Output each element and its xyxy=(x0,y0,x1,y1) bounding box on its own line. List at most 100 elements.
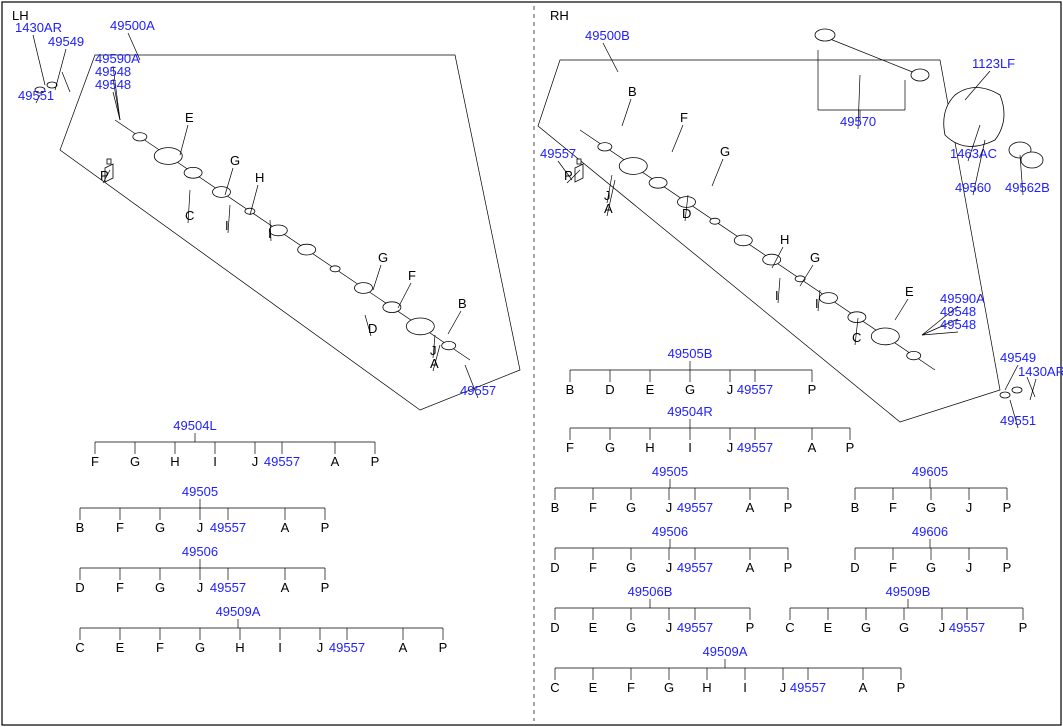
letter-label: G xyxy=(155,520,165,535)
part-link[interactable]: 49505 xyxy=(182,484,218,499)
part-link[interactable]: 49557 xyxy=(210,580,246,595)
part-link[interactable]: 49570 xyxy=(840,114,876,129)
part-link[interactable]: 49505B xyxy=(668,346,713,361)
part-link[interactable]: 49500B xyxy=(585,28,630,43)
letter-label: F xyxy=(589,560,597,575)
letter-label: J xyxy=(780,680,787,695)
letter-label: E xyxy=(589,620,598,635)
part-link[interactable]: 49606 xyxy=(912,524,948,539)
letter-label: B xyxy=(551,500,560,515)
part-link[interactable]: 1430AR xyxy=(15,20,62,35)
part-link[interactable]: 1463AC xyxy=(950,146,997,161)
letter-label: G xyxy=(155,580,165,595)
part-link[interactable]: 49551 xyxy=(1000,413,1036,428)
letter-label: P xyxy=(1003,500,1012,515)
letter-label: G xyxy=(720,144,730,159)
part-link[interactable]: 49557 xyxy=(677,560,713,575)
letter-label: G xyxy=(810,250,820,265)
part-link[interactable]: 49500A xyxy=(110,18,155,33)
part-link[interactable]: 49557 xyxy=(329,640,365,655)
part-link[interactable]: 1430AR xyxy=(1018,364,1063,379)
part-link[interactable]: 49504R xyxy=(667,404,713,419)
part-link[interactable]: 49560 xyxy=(955,180,991,195)
letter-label: G xyxy=(861,620,871,635)
letter-label: E xyxy=(185,110,194,125)
part-link[interactable]: 49549 xyxy=(1000,350,1036,365)
letter-label: F xyxy=(91,454,99,469)
letter-label: J xyxy=(666,560,673,575)
letter-label: D xyxy=(550,620,559,635)
letter-label: I xyxy=(225,218,229,233)
letter-label: H xyxy=(255,170,264,185)
part-link[interactable]: 49557 xyxy=(790,680,826,695)
part-link[interactable]: 49557 xyxy=(677,500,713,515)
part-link[interactable]: 49562B xyxy=(1005,180,1050,195)
part-link[interactable]: 49509B xyxy=(886,584,931,599)
letter-label: I xyxy=(268,226,272,241)
letter-label: J xyxy=(939,620,946,635)
letter-label: P xyxy=(564,168,573,183)
letter-label: H xyxy=(702,680,711,695)
letter-label: F xyxy=(116,580,124,595)
part-link[interactable]: 49548 xyxy=(940,317,976,332)
letter-label: G xyxy=(664,680,674,695)
letter-label: G xyxy=(626,500,636,515)
part-link[interactable]: 49605 xyxy=(912,464,948,479)
letter-label: G xyxy=(899,620,909,635)
letter-label: G xyxy=(926,500,936,515)
part-link[interactable]: 49557 xyxy=(264,454,300,469)
part-link[interactable]: 49509A xyxy=(703,644,748,659)
part-link[interactable]: 49557 xyxy=(949,620,985,635)
part-link[interactable]: 49557 xyxy=(737,440,773,455)
parts-diagram: LHRH1430AR495494955149500A49590A49548495… xyxy=(0,0,1063,727)
letter-label: D xyxy=(550,560,559,575)
letter-label: D xyxy=(605,382,614,397)
part-link[interactable]: 49557 xyxy=(677,620,713,635)
letter-label: H xyxy=(170,454,179,469)
letter-label: J xyxy=(666,500,673,515)
part-link[interactable]: 49506B xyxy=(628,584,673,599)
letter-label: D xyxy=(368,321,377,336)
letter-label: I xyxy=(775,288,779,303)
letter-label: J xyxy=(197,580,204,595)
bearing-bracket xyxy=(815,29,1043,168)
part-link[interactable]: 49557 xyxy=(460,383,496,398)
part-link[interactable]: 49557 xyxy=(737,382,773,397)
letter-label: P xyxy=(1019,620,1028,635)
letter-label: E xyxy=(589,680,598,695)
letter-label: A xyxy=(281,580,290,595)
letter-label: F xyxy=(408,268,416,283)
letter-label: D xyxy=(75,580,84,595)
part-link[interactable]: 49557 xyxy=(540,146,576,161)
part-link[interactable]: 49509A xyxy=(216,604,261,619)
part-link[interactable]: 49505 xyxy=(652,464,688,479)
letter-label: P xyxy=(808,382,817,397)
part-link[interactable]: 49557 xyxy=(210,520,246,535)
letter-label: G xyxy=(195,640,205,655)
part-link[interactable]: 49549 xyxy=(48,34,84,49)
letter-label: I xyxy=(815,296,819,311)
part-link[interactable]: 49548 xyxy=(95,77,131,92)
part-link[interactable]: 49551 xyxy=(18,88,54,103)
letter-label: A xyxy=(746,500,755,515)
letter-label: P xyxy=(321,580,330,595)
letter-label: A xyxy=(808,440,817,455)
letter-label: F xyxy=(889,500,897,515)
letter-label: A xyxy=(281,520,290,535)
letter-label: P xyxy=(897,680,906,695)
letter-label: B xyxy=(851,500,860,515)
letter-label: B xyxy=(458,296,467,311)
letter-label: G xyxy=(626,620,636,635)
letter-label: J xyxy=(317,640,324,655)
part-link[interactable]: 49506 xyxy=(182,544,218,559)
letter-label: P xyxy=(100,168,109,183)
letter-label: G xyxy=(685,382,695,397)
letter-label: RH xyxy=(550,8,569,23)
letter-label: E xyxy=(905,284,914,299)
part-link[interactable]: 1123LF xyxy=(972,56,1015,71)
letter-label: F xyxy=(680,110,688,125)
letter-label: J xyxy=(727,440,734,455)
letter-label: P xyxy=(784,500,793,515)
part-link[interactable]: 49506 xyxy=(652,524,688,539)
part-link[interactable]: 49504L xyxy=(173,418,216,433)
